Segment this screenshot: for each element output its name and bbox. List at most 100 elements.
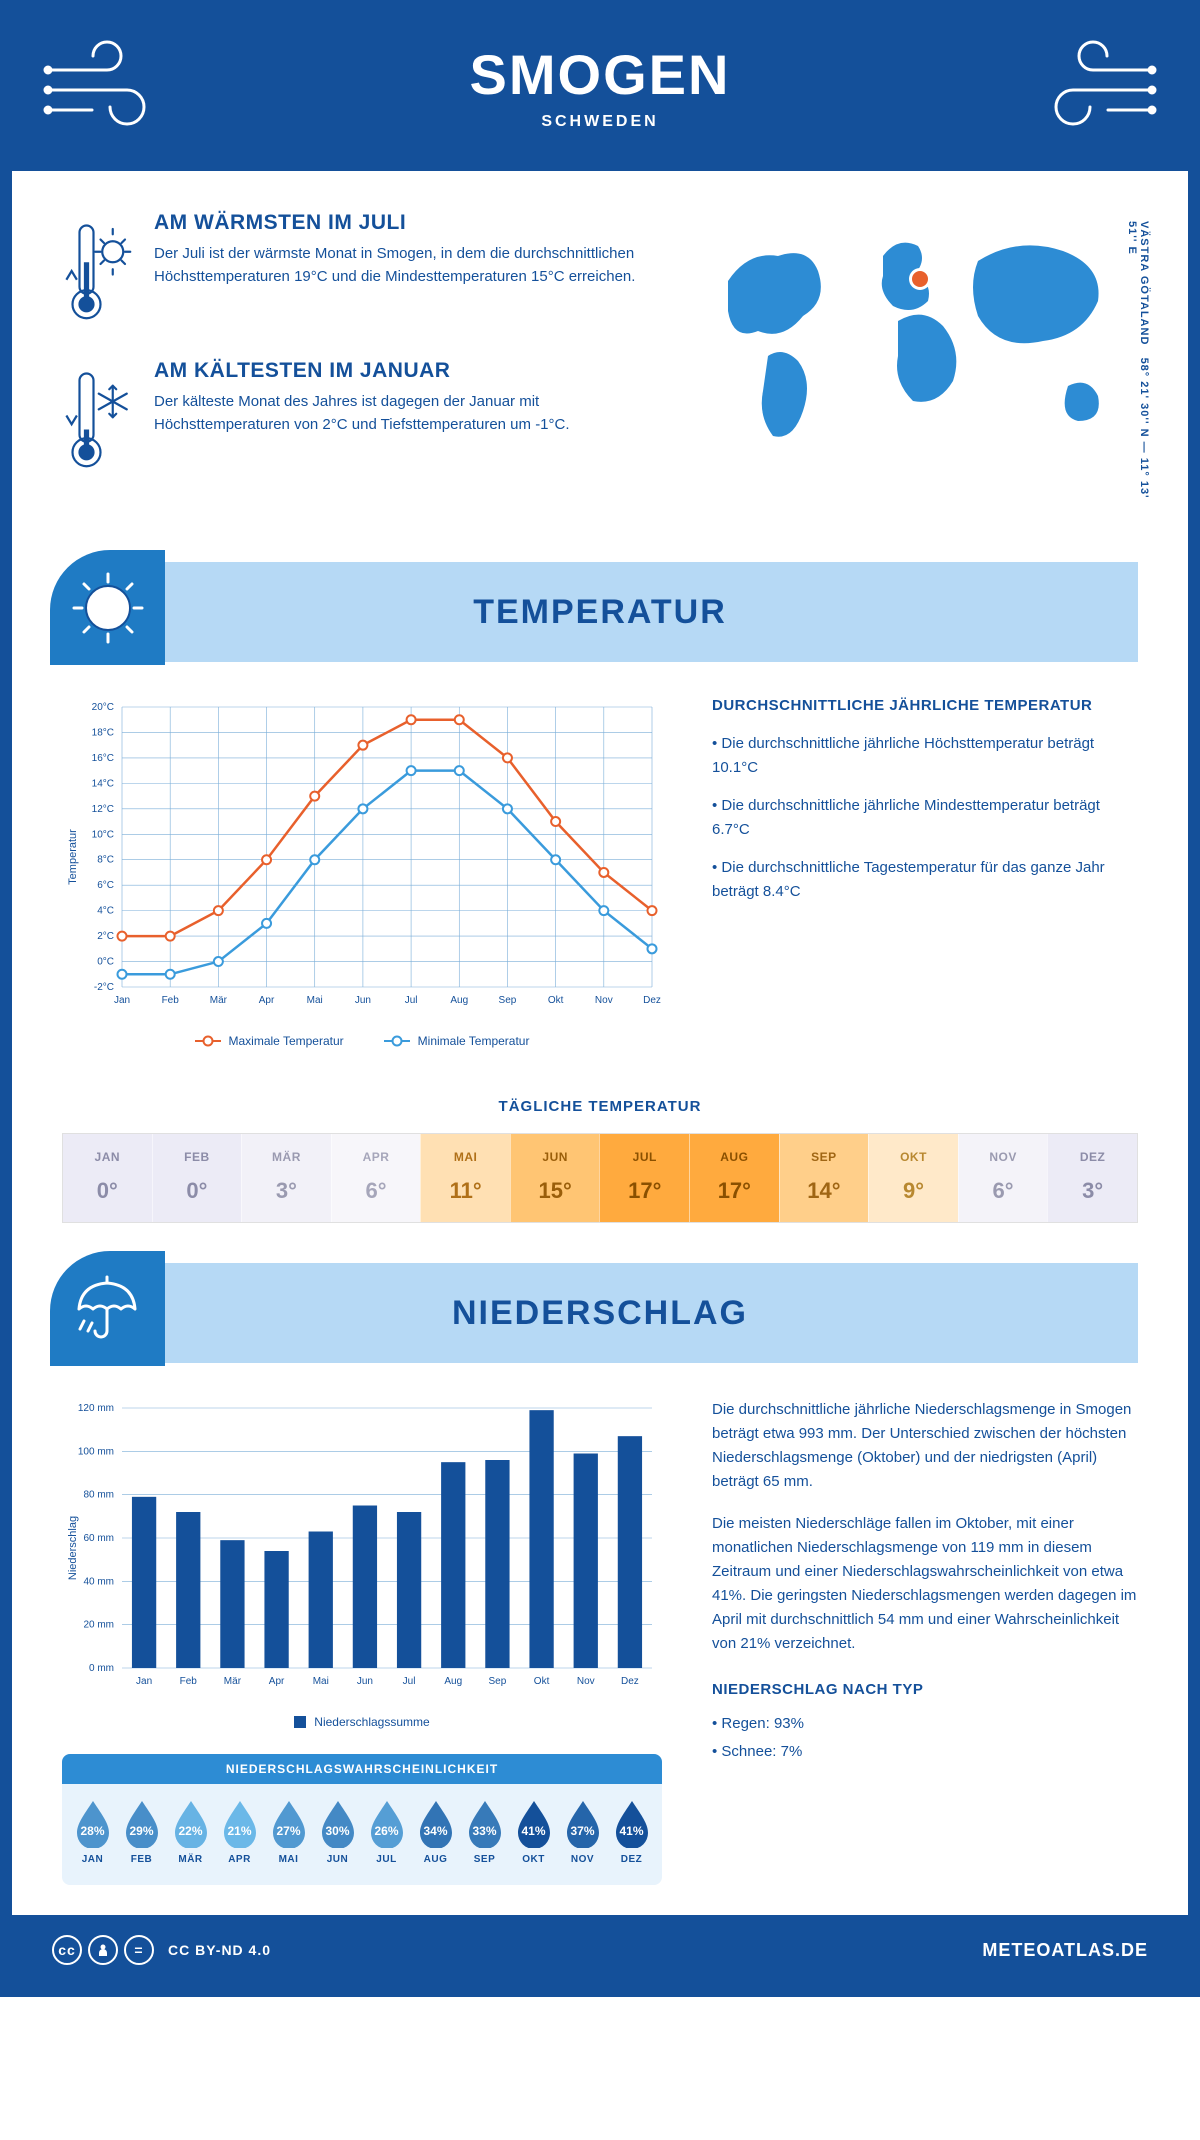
license-label: CC BY-ND 4.0 (168, 1942, 271, 1958)
precip-desc-1: Die durchschnittliche jährliche Niedersc… (712, 1398, 1138, 1494)
svg-text:40 mm: 40 mm (83, 1576, 114, 1587)
svg-text:Okt: Okt (534, 1676, 550, 1687)
temp-desc-title: DURCHSCHNITTLICHE JÄHRLICHE TEMPERATUR (712, 697, 1138, 714)
world-map (698, 211, 1138, 471)
temperature-banner: TEMPERATUR (62, 562, 1138, 662)
svg-text:Feb: Feb (162, 995, 180, 1006)
daily-temp-table: JAN0°FEB0°MÄR3°APR6°MAI11°JUN15°JUL17°AU… (62, 1133, 1138, 1223)
svg-text:Jul: Jul (405, 995, 418, 1006)
thermometer-hot-icon (62, 211, 132, 331)
probability-item: 29%FEB (117, 1798, 166, 1865)
svg-text:Apr: Apr (269, 1676, 285, 1687)
svg-text:100 mm: 100 mm (78, 1446, 114, 1457)
svg-text:Mär: Mär (224, 1676, 242, 1687)
svg-text:120 mm: 120 mm (78, 1403, 114, 1414)
svg-text:Jun: Jun (355, 995, 371, 1006)
temp-desc-2: • Die durchschnittliche jährliche Mindes… (712, 794, 1138, 842)
precip-desc-2: Die meisten Niederschläge fallen im Okto… (712, 1512, 1138, 1656)
daily-cell: NOV6° (958, 1134, 1048, 1222)
legend-max: Maximale Temperatur (195, 1034, 344, 1048)
daily-cell: FEB0° (152, 1134, 242, 1222)
section-title: TEMPERATUR (473, 593, 727, 632)
umbrella-icon (70, 1271, 145, 1346)
cc-icons: cc = (52, 1935, 154, 1965)
coordinates-label: VÄSTRA GÖTALAND 58° 21' 30'' N — 11° 13'… (1126, 221, 1150, 507)
probability-item: 21%APR (215, 1798, 264, 1865)
probability-box: NIEDERSCHLAGSWAHRSCHEINLICHKEIT 28%JAN29… (62, 1754, 662, 1885)
precip-type-1: • Regen: 93% (712, 1712, 1138, 1736)
svg-text:Mai: Mai (307, 995, 323, 1006)
wind-icon (1028, 40, 1158, 140)
svg-text:20°C: 20°C (92, 702, 114, 713)
svg-text:Jan: Jan (114, 995, 130, 1006)
daily-cell: SEP14° (779, 1134, 869, 1222)
svg-text:4°C: 4°C (97, 906, 114, 917)
thermometer-cold-icon (62, 359, 132, 479)
svg-text:Nov: Nov (595, 995, 613, 1006)
daily-temp-title: TÄGLICHE TEMPERATUR (12, 1098, 1188, 1115)
sun-icon (68, 568, 148, 648)
svg-text:12°C: 12°C (92, 804, 114, 815)
svg-text:0 mm: 0 mm (89, 1663, 114, 1674)
temp-desc-1: • Die durchschnittliche jährliche Höchst… (712, 732, 1138, 780)
daily-cell: JUN15° (510, 1134, 600, 1222)
probability-item: 26%JUL (362, 1798, 411, 1865)
section-title: NIEDERSCHLAG (452, 1294, 748, 1333)
svg-text:10°C: 10°C (92, 829, 114, 840)
svg-text:Temperatur: Temperatur (67, 829, 79, 885)
daily-cell: DEZ3° (1047, 1134, 1137, 1222)
svg-text:20 mm: 20 mm (83, 1620, 114, 1631)
svg-text:8°C: 8°C (97, 855, 114, 866)
probability-item: 41%DEZ (607, 1798, 656, 1865)
coldest-block: AM KÄLTESTEN IM JANUAR Der kälteste Mona… (62, 359, 658, 479)
svg-text:Nov: Nov (577, 1676, 595, 1687)
svg-text:16°C: 16°C (92, 753, 114, 764)
coldest-text: Der kälteste Monat des Jahres ist dagege… (154, 391, 658, 436)
svg-text:Okt: Okt (548, 995, 564, 1006)
warmest-block: AM WÄRMSTEN IM JULI Der Juli ist der wär… (62, 211, 658, 331)
svg-text:Dez: Dez (621, 1676, 639, 1687)
probability-item: 22%MÄR (166, 1798, 215, 1865)
svg-text:Jul: Jul (403, 1676, 416, 1687)
daily-cell: AUG17° (689, 1134, 779, 1222)
svg-text:80 mm: 80 mm (83, 1490, 114, 1501)
svg-text:Sep: Sep (489, 1676, 507, 1687)
page-subtitle: SCHWEDEN (32, 113, 1168, 131)
svg-text:Sep: Sep (499, 995, 517, 1006)
svg-text:Niederschlag: Niederschlag (67, 1516, 79, 1580)
precip-type-2: • Schnee: 7% (712, 1740, 1138, 1764)
probability-item: 34%AUG (411, 1798, 460, 1865)
daily-cell: JUL17° (599, 1134, 689, 1222)
daily-cell: APR6° (331, 1134, 421, 1222)
svg-text:14°C: 14°C (92, 778, 114, 789)
footer: cc = CC BY-ND 4.0 METEOATLAS.DE (12, 1915, 1188, 1985)
probability-item: 30%JUN (313, 1798, 362, 1865)
temperature-line-chart: -2°C0°C2°C4°C6°C8°C10°C12°C14°C16°C18°C2… (62, 697, 662, 1048)
warmest-title: AM WÄRMSTEN IM JULI (154, 211, 658, 235)
temp-desc-3: • Die durchschnittliche Tagestemperatur … (712, 856, 1138, 904)
daily-cell: OKT9° (868, 1134, 958, 1222)
svg-text:Jun: Jun (357, 1676, 373, 1687)
page-title: SMOGEN (32, 42, 1168, 107)
coldest-title: AM KÄLTESTEN IM JANUAR (154, 359, 658, 383)
svg-text:6°C: 6°C (97, 880, 114, 891)
legend-precip: Niederschlagssumme (294, 1715, 429, 1729)
svg-text:Mär: Mär (210, 995, 228, 1006)
probability-item: 28%JAN (68, 1798, 117, 1865)
svg-text:60 mm: 60 mm (83, 1533, 114, 1544)
svg-text:18°C: 18°C (92, 727, 114, 738)
svg-text:-2°C: -2°C (94, 982, 114, 993)
svg-text:Jan: Jan (136, 1676, 152, 1687)
svg-text:Apr: Apr (259, 995, 275, 1006)
precipitation-bar-chart: 0 mm 20 mm 40 mm 60 mm 80 mm 100 mm 120 mm Jan F… (62, 1398, 662, 1698)
svg-text:Feb: Feb (180, 1676, 198, 1687)
probability-item: 27%MAI (264, 1798, 313, 1865)
svg-text:Dez: Dez (643, 995, 661, 1006)
daily-cell: MÄR3° (241, 1134, 331, 1222)
svg-text:0°C: 0°C (97, 957, 114, 968)
warmest-text: Der Juli ist der wärmste Monat in Smogen… (154, 243, 658, 288)
probability-title: NIEDERSCHLAGSWAHRSCHEINLICHKEIT (62, 1754, 662, 1784)
precipitation-banner: NIEDERSCHLAG (62, 1263, 1138, 1363)
svg-text:Aug: Aug (444, 1676, 462, 1687)
legend-min: Minimale Temperatur (384, 1034, 530, 1048)
